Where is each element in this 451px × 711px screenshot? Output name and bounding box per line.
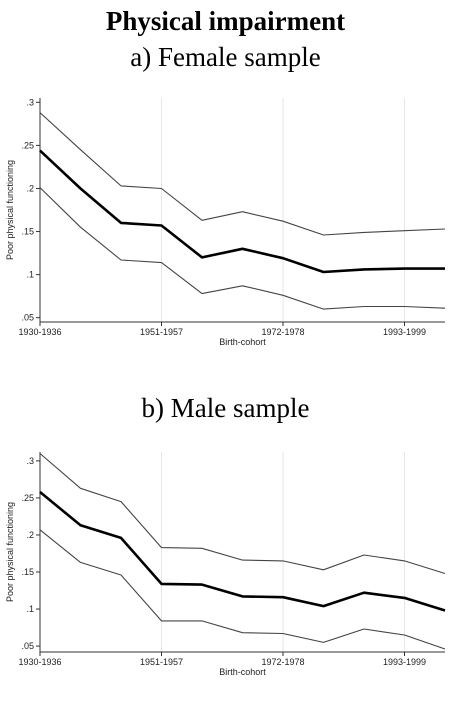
female-y-tick-label-1: .1 xyxy=(26,270,34,280)
figure-title: Physical impairment xyxy=(105,6,346,36)
female-y-tick-label-4: .25 xyxy=(21,140,34,150)
female-y-tick-label-2: .15 xyxy=(21,227,34,237)
male-sample-chart: .05 .1 .15 .2 .25 .3 1930-1936 1951-1957 1972-19… xyxy=(5,452,446,677)
male-x-tick-label-0: 1930-1936 xyxy=(18,657,61,667)
male-x-tick-label-1: 1951-1957 xyxy=(140,657,183,667)
female-x-tick-label-2: 1972-1978 xyxy=(261,327,304,337)
female-x-tick-label-0: 1930-1936 xyxy=(18,327,61,337)
female-sample-chart: .05 .1 .15 .2 .25 .3 1930-1936 1951-1957 1972-19… xyxy=(5,97,446,347)
female-x-tick-label-3: 1993-1999 xyxy=(383,327,426,337)
female-y-tick-label-0: .05 xyxy=(21,313,34,323)
male-y-tick-label-5: .3 xyxy=(26,456,34,466)
male-estimate-line xyxy=(39,490,446,612)
female-upper-line xyxy=(39,112,446,236)
female-y-axis-title: Poor physical functioning xyxy=(5,160,15,260)
male-y-axis-title: Poor physical functioning xyxy=(5,502,15,602)
female-estimate-line xyxy=(39,149,445,274)
female-x-tick-label-1: 1951-1957 xyxy=(140,327,183,337)
male-y-tick-label-1: .1 xyxy=(26,604,34,614)
male-upper-line xyxy=(39,453,446,575)
male-y-tick-label-2: .15 xyxy=(21,567,34,577)
male-x-tick-label-3: 1993-1999 xyxy=(383,657,426,667)
male-lower-line xyxy=(39,529,446,650)
male-y-tick-label-3: .2 xyxy=(26,530,34,540)
female-x-axis-title: Birth-cohort xyxy=(219,337,266,347)
male-x-axis-title: Birth-cohort xyxy=(219,667,266,677)
female-y-tick-label-5: .3 xyxy=(26,97,34,107)
female-panel-title: a) Female sample xyxy=(130,42,321,72)
male-y-tick-label-0: .05 xyxy=(21,641,34,651)
female-lower-line xyxy=(39,187,446,310)
male-panel-title: b) Male sample xyxy=(141,393,310,423)
male-y-tick-label-4: .25 xyxy=(21,493,34,503)
male-x-tick-label-2: 1972-1978 xyxy=(261,657,304,667)
female-y-tick-label-3: .2 xyxy=(26,183,34,193)
